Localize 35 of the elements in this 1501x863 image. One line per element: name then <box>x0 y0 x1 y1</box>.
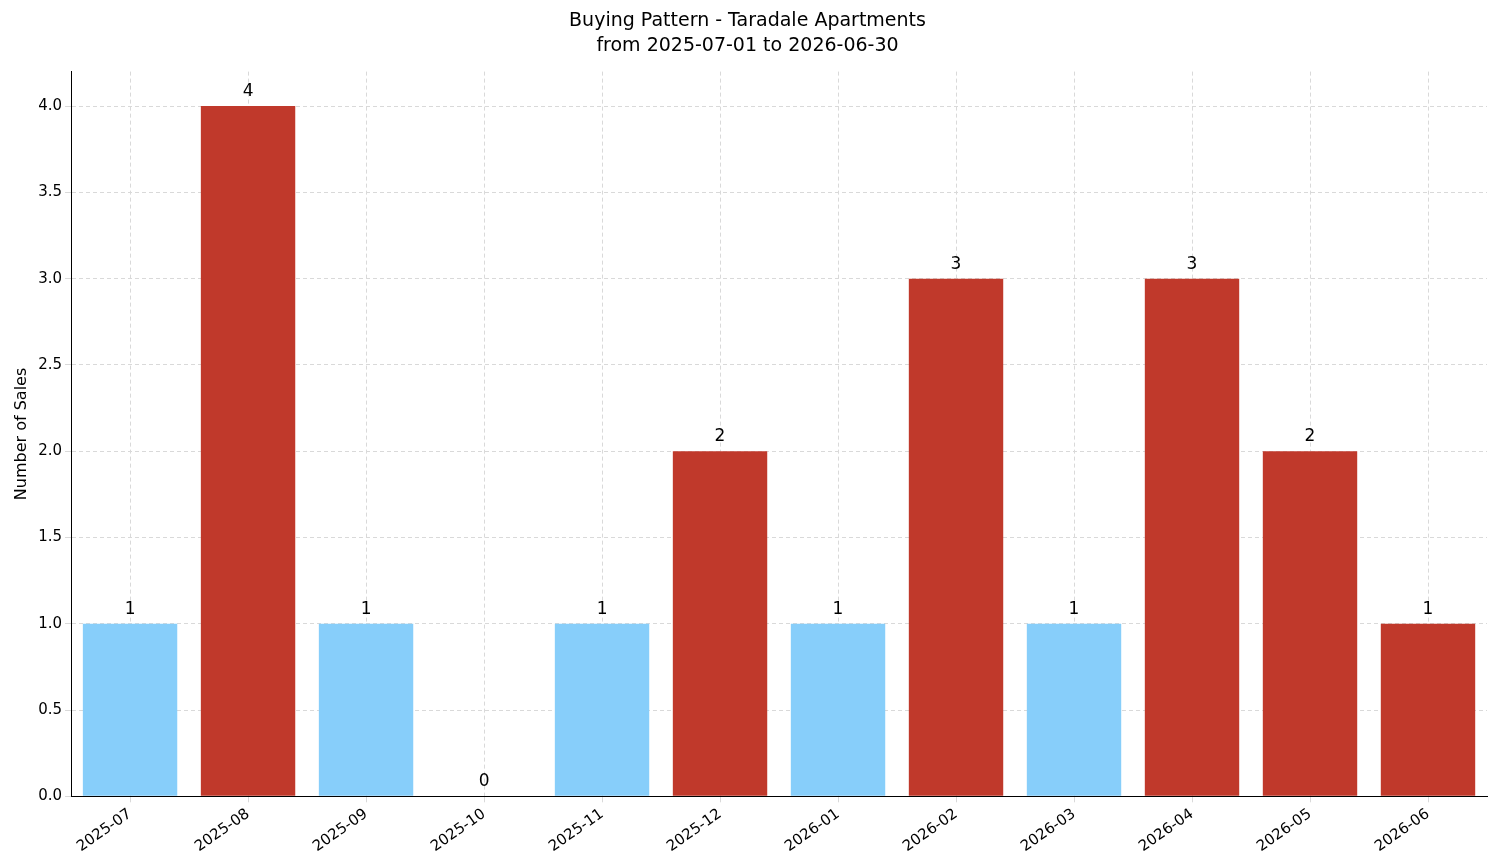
data-label: 2 <box>1304 425 1316 446</box>
bar <box>908 278 1004 796</box>
bar <box>1144 278 1240 796</box>
bar <box>318 623 414 796</box>
data-label: 3 <box>1186 252 1198 273</box>
data-label: 1 <box>124 597 136 618</box>
data-label: 1 <box>1068 597 1080 618</box>
bar <box>1380 623 1476 796</box>
y-tick-label: 3.5 <box>38 182 63 201</box>
data-label: 3 <box>950 252 962 273</box>
data-label: 1 <box>596 597 608 618</box>
bar <box>200 106 296 796</box>
bar <box>1262 451 1358 796</box>
y-tick-label: 2.0 <box>38 441 63 460</box>
y-tick-label: 1.0 <box>38 613 63 632</box>
data-label: 1 <box>832 597 844 618</box>
y-tick-label: 3.0 <box>38 268 63 287</box>
bar <box>554 623 650 796</box>
y-tick-label: 2.5 <box>38 354 63 373</box>
data-label: 1 <box>360 597 372 618</box>
y-tick-label: 0.0 <box>38 786 63 805</box>
y-tick-label: 0.5 <box>38 699 63 718</box>
bar <box>672 451 768 796</box>
data-label: 2 <box>714 425 726 446</box>
chart-title: Buying Pattern - Taradale Apartments <box>569 8 926 31</box>
data-label: 0 <box>478 770 490 791</box>
data-label: 4 <box>242 80 254 101</box>
bar <box>82 623 178 796</box>
y-tick-label: 4.0 <box>38 96 63 114</box>
y-axis-title: Number of Sales <box>10 367 30 501</box>
bar <box>790 623 886 796</box>
y-tick-label: 1.5 <box>38 527 63 546</box>
data-label: 1 <box>1422 597 1434 618</box>
bar <box>1026 623 1122 796</box>
chart-subtitle: from 2025-07-01 to 2026-06-30 <box>596 33 899 56</box>
